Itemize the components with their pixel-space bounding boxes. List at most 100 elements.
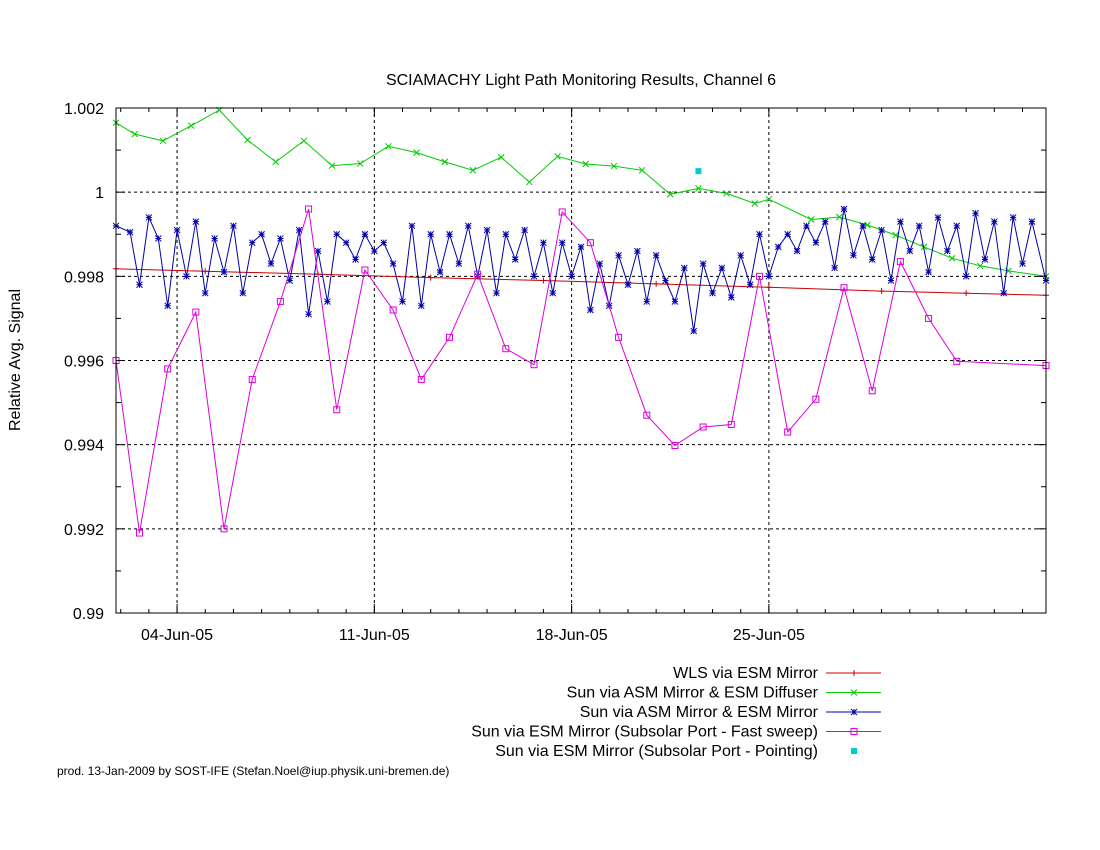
series-3 — [112, 205, 1050, 335]
data-point — [963, 290, 970, 297]
data-point — [756, 230, 763, 238]
data-point — [342, 239, 350, 247]
y-tick-label: 1.002 — [64, 101, 104, 118]
data-point — [483, 226, 491, 234]
data-point — [906, 247, 914, 255]
data-point — [850, 251, 857, 259]
data-point — [136, 281, 143, 289]
data-point — [727, 294, 735, 301]
data-point — [295, 226, 303, 234]
data-point — [525, 178, 533, 186]
data-point — [718, 264, 726, 272]
data-point — [427, 274, 434, 281]
data-point — [793, 247, 801, 255]
data-point — [990, 218, 998, 225]
data-point — [131, 130, 139, 138]
data-point — [662, 277, 669, 284]
data-point — [145, 214, 153, 221]
data-point — [417, 375, 425, 383]
legend-marker — [850, 708, 858, 716]
data-point — [737, 251, 745, 259]
data-point — [305, 205, 313, 213]
data-point — [192, 308, 200, 316]
footer-credit: prod. 13-Jan-2009 by SOST-IFE (Stefan.No… — [57, 764, 450, 778]
data-point — [258, 230, 265, 238]
grid — [116, 108, 1046, 613]
data-point — [436, 268, 444, 276]
legend-entry: Sun via ESM Mirror (Subsolar Port - Poin… — [495, 743, 857, 760]
data-point — [634, 247, 641, 255]
data-point — [220, 525, 228, 533]
data-point — [324, 298, 331, 305]
data-point — [610, 162, 618, 170]
x-tick-label: 11-Jun-05 — [339, 627, 410, 644]
data-point — [267, 260, 275, 268]
data-point — [840, 205, 848, 213]
data-point — [389, 306, 397, 314]
data-point — [868, 387, 876, 395]
legend-label: Sun via ASM Mirror & ESM Diffuser — [567, 685, 819, 702]
data-point — [201, 289, 209, 297]
data-point — [474, 270, 482, 278]
y-tick-label: 0.992 — [64, 522, 104, 539]
data-point — [239, 289, 247, 297]
data-point — [925, 268, 932, 276]
data-point — [248, 239, 256, 247]
data-point — [577, 243, 585, 251]
data-point — [314, 247, 322, 255]
data-point — [220, 268, 228, 276]
data-point — [671, 298, 679, 305]
data-point — [653, 280, 660, 287]
data-point — [915, 222, 923, 230]
series-1 — [113, 265, 1049, 299]
data-point — [638, 166, 646, 174]
data-point — [723, 190, 730, 197]
data-point — [370, 247, 378, 255]
data-point — [230, 222, 237, 230]
data-point — [868, 256, 876, 263]
data-point — [333, 230, 341, 238]
data-point — [896, 258, 904, 266]
data-point — [755, 272, 763, 280]
data-point — [173, 226, 181, 234]
data-point — [784, 428, 792, 436]
legend-entry: Sun via ESM Mirror (Subsolar Port - Fast… — [471, 724, 881, 741]
data-point — [887, 277, 895, 284]
data-point — [427, 230, 435, 238]
data-point — [380, 239, 388, 247]
data-point — [831, 264, 838, 272]
data-point — [211, 235, 218, 242]
data-point — [821, 218, 829, 225]
y-tick-label: 0.996 — [64, 354, 104, 371]
data-point — [699, 423, 707, 431]
data-point — [474, 272, 482, 280]
data-point — [878, 288, 885, 295]
data-point — [746, 281, 754, 289]
data-point — [925, 314, 933, 322]
legend-label: WLS via ESM Mirror — [673, 665, 819, 682]
data-point — [248, 375, 256, 383]
data-point — [328, 162, 336, 170]
legend-marker — [850, 689, 858, 696]
data-point — [389, 260, 397, 268]
data-point — [878, 226, 885, 234]
data-point — [765, 272, 773, 280]
data-point — [502, 345, 510, 353]
series-5 — [695, 168, 702, 175]
y-tick-label: 0.998 — [64, 269, 104, 286]
data-point — [803, 222, 810, 230]
data-point — [540, 239, 547, 247]
data-point — [615, 251, 622, 259]
data-point — [727, 420, 735, 428]
data-point — [812, 395, 820, 403]
data-point — [558, 208, 566, 216]
data-point — [445, 333, 453, 341]
data-point — [596, 260, 604, 268]
data-point — [164, 365, 172, 373]
data-point — [812, 239, 820, 247]
data-point — [953, 222, 961, 230]
y-tick-label: 0.99 — [73, 606, 104, 623]
data-point — [511, 256, 519, 263]
data-point — [502, 230, 510, 238]
